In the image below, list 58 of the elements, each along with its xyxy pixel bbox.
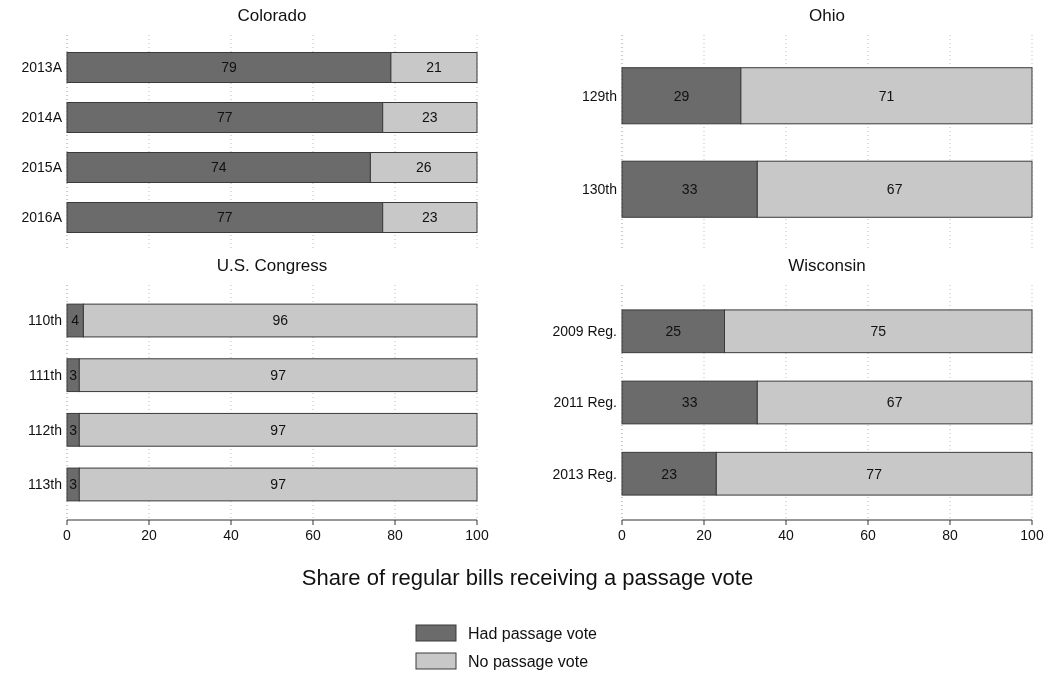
data-label: 33 [681,181,698,198]
data-label: 67 [886,181,903,198]
data-label: 67 [886,394,903,411]
data-label: 26 [415,159,432,176]
x-tick-label: 0 [618,527,627,543]
data-label: 4 [71,312,80,329]
x-tick-label: 80 [387,527,403,543]
y-tick-label: 2011 Reg. [553,394,617,411]
legend-label: No passage vote [468,652,589,670]
data-label: 21 [426,59,442,76]
x-tick-label: 80 [942,527,958,543]
data-label: 3 [69,421,78,438]
data-label: 3 [69,476,78,493]
data-label: 77 [866,465,883,482]
y-tick-label: 2013A [21,59,63,76]
x-tick-label: 20 [141,527,157,543]
x-axis-title: Share of regular bills receiving a passage vote [301,565,754,590]
y-tick-label: 2014A [21,109,63,126]
data-label: 97 [270,367,287,384]
y-tick-label: 112th [28,421,62,438]
data-label: 29 [673,87,690,104]
data-label: 96 [272,312,289,329]
chart-title: Colorado [237,6,307,25]
data-label: 23 [661,465,678,482]
x-tick-label: 60 [860,527,876,543]
data-label: 23 [422,109,438,126]
x-tick-label: 60 [305,527,321,543]
legend-label: Had passage vote [468,624,598,642]
chart-title: Wisconsin [788,256,866,275]
x-tick-label: 20 [696,527,712,543]
y-tick-label: 129th [581,87,617,104]
data-label: 3 [69,367,78,384]
x-tick-label: 100 [465,527,489,543]
y-tick-label: 130th [581,181,617,198]
y-tick-label: 113th [28,476,62,493]
chart-title: U.S. Congress [216,256,328,275]
data-label: 77 [217,109,233,126]
data-label: 33 [681,394,698,411]
data-label: 75 [870,323,887,340]
data-label: 74 [210,159,227,176]
data-label: 97 [270,421,287,438]
data-label: 23 [422,209,438,226]
data-label: 71 [878,87,895,104]
x-tick-label: 40 [223,527,239,543]
x-tick-label: 40 [778,527,794,543]
y-tick-label: 2016A [21,209,63,226]
y-tick-label: 2009 Reg. [552,323,617,340]
x-tick-label: 0 [63,527,72,543]
y-tick-label: 2013 Reg. [552,465,617,482]
data-label: 77 [217,209,233,226]
data-label: 97 [270,476,287,493]
y-tick-label: 111th [29,367,62,384]
x-tick-label: 100 [1020,527,1044,543]
data-label: 25 [665,323,682,340]
y-tick-label: 110th [28,312,62,329]
chart-title: Ohio [809,6,845,25]
y-tick-label: 2015A [21,159,63,176]
data-label: 79 [221,59,237,76]
